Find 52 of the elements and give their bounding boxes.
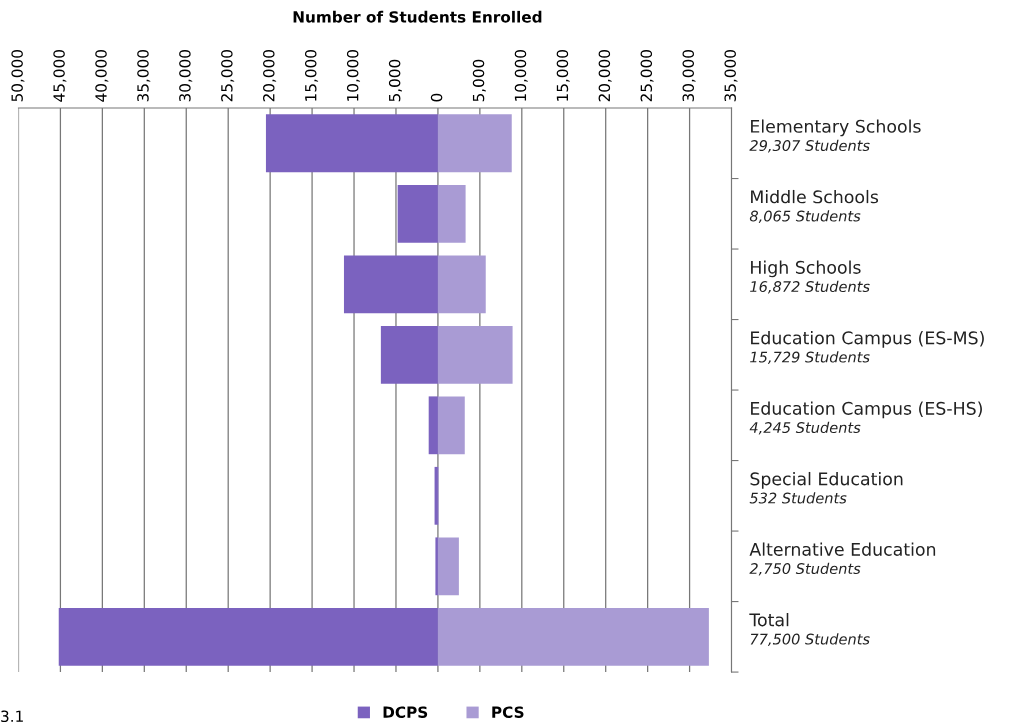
x-tick-label: 10,000 (514, 50, 528, 101)
bar (343, 255, 438, 314)
text: 8,065 Students (749, 210, 861, 224)
y-tick-label: Middle Schools (751, 189, 879, 204)
y-tick-label: Education Campus (ES-HS) (751, 401, 982, 419)
legend-label: PCS (492, 706, 524, 718)
y-tick-label: Total (749, 612, 789, 627)
bar (437, 396, 465, 455)
x-tick-label: 0 (430, 93, 443, 102)
bar (397, 184, 438, 243)
y-tick-label: Education Campus (ES-MS) (751, 330, 984, 348)
bar (437, 607, 709, 666)
x-tick-label: 5,000 (472, 59, 486, 102)
bar (58, 607, 438, 666)
y-tick-label: Special Education (750, 471, 903, 489)
x-tick-label: 10,000 (346, 50, 361, 101)
x-tick-label: 50,000 (11, 50, 25, 102)
bar (437, 184, 466, 243)
x-tick-label: 25,000 (221, 50, 235, 102)
x-tick-label: 30,000 (179, 50, 193, 102)
legend-label: DCPS (383, 706, 428, 718)
x-tick-label: 35,000 (137, 50, 151, 102)
x-tick-label: 15,000 (304, 50, 319, 101)
text: 29,307 Students (749, 139, 870, 153)
text: 15,729 Students (750, 351, 870, 365)
chart-title: Number of Students Enrolled (293, 10, 542, 23)
bar (437, 114, 512, 173)
x-tick-label: 20,000 (263, 50, 277, 102)
bar (380, 325, 438, 384)
text: 532 Students (749, 492, 847, 504)
bar (437, 255, 486, 314)
x-tick-label: 40,000 (95, 50, 109, 102)
x-tick-label: 35,000 (724, 50, 738, 102)
text: 16,872 Students (750, 280, 870, 294)
x-tick-label: 15,000 (556, 50, 570, 101)
text: 3.1 (1, 710, 23, 723)
text: 2,750 Students (749, 562, 861, 576)
x-tick-label: 25,000 (640, 50, 654, 102)
x-tick-label: 5,000 (388, 59, 402, 102)
y-tick-label: Elementary Schools (751, 119, 921, 137)
bar (437, 537, 459, 596)
bar (437, 325, 513, 384)
x-tick-label: 45,000 (53, 50, 67, 102)
bar (428, 396, 438, 455)
bar (435, 537, 438, 596)
text: 77,500 Students (750, 633, 870, 647)
text: 4,245 Students (749, 421, 861, 435)
y-tick-label: Alternative Education (749, 542, 936, 556)
y-tick-label: High Schools (751, 260, 861, 278)
x-tick-label: 20,000 (598, 50, 612, 102)
bar (265, 114, 438, 173)
x-tick-label: 30,000 (682, 50, 696, 102)
